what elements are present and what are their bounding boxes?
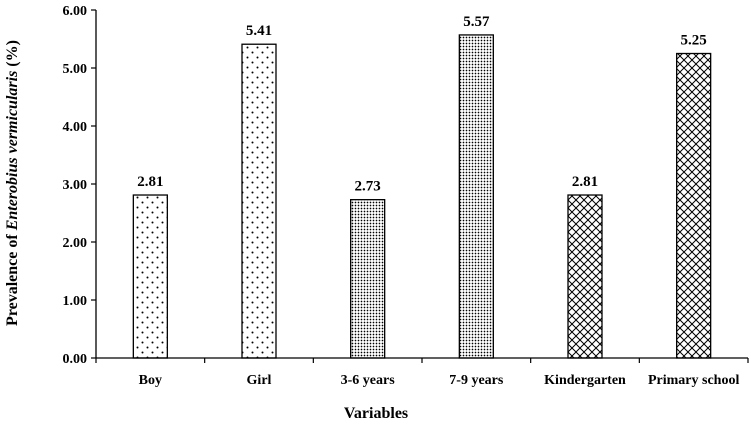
x-tick-label: 3-6 years <box>341 373 396 388</box>
x-tick-label: 7-9 years <box>449 373 504 388</box>
bar <box>350 199 386 359</box>
y-axis-title: Prevalence of Enterobius vermicularis (%… <box>4 40 21 326</box>
y-axis-title-italic: Enterobius vermicularis <box>4 71 21 232</box>
y-tick-label: 3.00 <box>63 178 88 193</box>
x-tick-label: Boy <box>139 373 162 388</box>
data-label: 2.81 <box>137 174 163 190</box>
y-tick-label: 2.00 <box>63 236 88 251</box>
data-label: 2.73 <box>355 179 381 195</box>
bar <box>241 43 277 359</box>
y-tick-label: 4.00 <box>63 120 88 135</box>
data-label: 5.57 <box>463 14 490 30</box>
data-label: 2.81 <box>572 174 598 190</box>
bar <box>458 34 494 359</box>
y-axis-ticks: 0.00 1.00 2.00 3.00 4.00 5.00 6.00 <box>63 4 96 367</box>
bar <box>132 194 168 359</box>
data-label: 5.41 <box>246 23 272 39</box>
y-axis-title-suffix: (%) <box>4 40 21 71</box>
x-tick-label: Primary school <box>648 373 739 388</box>
bars <box>132 34 712 359</box>
bar <box>567 194 603 359</box>
x-axis-ticks: Boy Girl 3-6 years 7-9 years Kindergarten Pri… <box>95 358 749 388</box>
x-axis-title: Variables <box>344 405 408 422</box>
y-tick-label: 0.00 <box>63 352 88 367</box>
y-axis-title-prefix: Prevalence of <box>4 230 21 326</box>
x-tick-label: Girl <box>247 373 272 388</box>
data-label: 5.25 <box>681 33 707 49</box>
y-tick-label: 5.00 <box>63 62 88 77</box>
bar <box>676 52 712 359</box>
x-tick-label: Kindergarten <box>544 373 626 388</box>
data-labels: 2.81 5.41 2.73 5.57 2.81 5.25 <box>137 14 707 195</box>
y-tick-label: 1.00 <box>63 294 88 309</box>
y-tick-label: 6.00 <box>63 4 88 19</box>
